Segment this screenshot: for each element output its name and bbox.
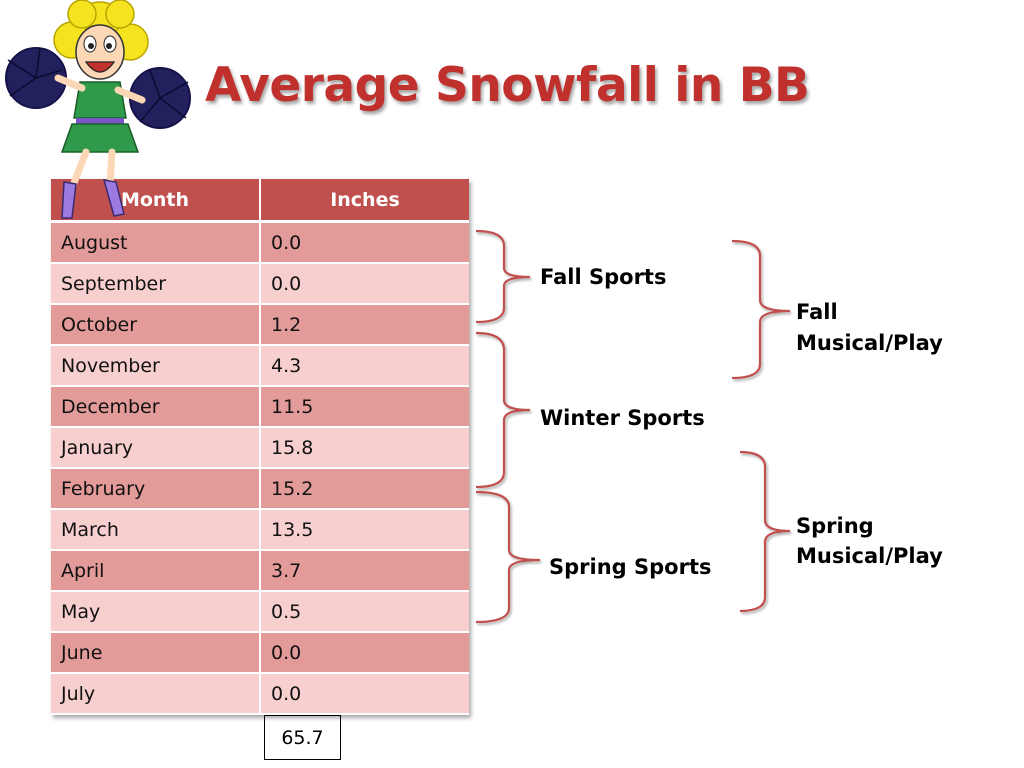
month-cell: August	[51, 221, 261, 264]
table-row: August 0.0	[51, 221, 469, 264]
page-title: Average Snowfall in BB	[205, 58, 810, 113]
fall-musical-label-line2: Musical/Play	[796, 331, 943, 355]
inches-cell: 1.2	[260, 304, 469, 346]
month-cell: December	[51, 386, 261, 428]
month-cell: July	[51, 673, 261, 715]
month-cell: September	[51, 263, 261, 305]
table-row: March 13.5	[51, 509, 469, 551]
inches-cell: 0.0	[260, 263, 469, 305]
inches-cell: 15.2	[260, 468, 469, 510]
inches-cell: 11.5	[260, 386, 469, 428]
cheerleader-mascot-image	[5, 0, 191, 219]
month-cell: November	[51, 345, 261, 387]
inches-cell: 0.0	[260, 632, 469, 674]
inches-cell: 13.5	[260, 509, 469, 551]
month-cell: October	[51, 304, 261, 346]
month-cell: February	[51, 468, 261, 510]
spring-musical-label-line1: Spring	[796, 514, 874, 538]
table-row: February 15.2	[51, 468, 469, 510]
inches-cell: 0.0	[260, 221, 469, 264]
table-row: July 0.0	[51, 673, 469, 715]
month-cell: June	[51, 632, 261, 674]
month-cell: January	[51, 427, 261, 469]
winter-sports-bracket	[475, 331, 531, 489]
table-row: April 3.7	[51, 550, 469, 592]
spring-sports-label: Spring Sports	[549, 555, 712, 579]
fall-sports-bracket	[475, 229, 531, 324]
spring-musical-bracket	[739, 450, 791, 613]
month-cell: March	[51, 509, 261, 551]
fall-musical-label-line1: Fall	[796, 300, 838, 324]
column-header-month: Month	[51, 179, 261, 223]
table-row: November 4.3	[51, 345, 469, 387]
column-header-inches: Inches	[260, 179, 469, 223]
snowfall-table: Month Inches August 0.0 September 0.0 Oc…	[51, 179, 469, 715]
table-row: December 11.5	[51, 386, 469, 428]
spring-sports-bracket	[475, 490, 541, 624]
table-row: January 15.8	[51, 427, 469, 469]
month-cell: April	[51, 550, 261, 592]
table-row: June 0.0	[51, 632, 469, 674]
spring-musical-label-line2: Musical/Play	[796, 544, 943, 568]
table-row: October 1.2	[51, 304, 469, 346]
month-cell: May	[51, 591, 261, 633]
table-row: September 0.0	[51, 263, 469, 305]
table-row: May 0.5	[51, 591, 469, 633]
table-header-row: Month Inches	[51, 179, 469, 223]
total-box: 65.7	[264, 715, 341, 760]
winter-sports-label: Winter Sports	[540, 406, 705, 430]
inches-cell: 15.8	[260, 427, 469, 469]
fall-sports-label: Fall Sports	[540, 265, 667, 289]
inches-cell: 0.5	[260, 591, 469, 633]
inches-cell: 3.7	[260, 550, 469, 592]
inches-cell: 4.3	[260, 345, 469, 387]
fall-musical-bracket	[731, 239, 791, 380]
inches-cell: 0.0	[260, 673, 469, 715]
